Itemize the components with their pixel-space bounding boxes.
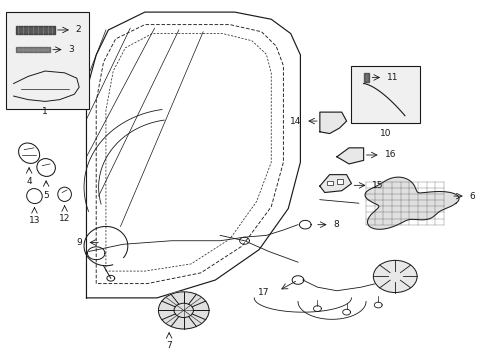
Text: 6: 6 — [468, 192, 474, 201]
Bar — [326, 181, 332, 185]
Text: 8: 8 — [333, 220, 339, 229]
Text: 15: 15 — [372, 181, 383, 190]
Text: 7: 7 — [166, 341, 172, 350]
Text: 9: 9 — [77, 238, 82, 247]
Text: 16: 16 — [384, 150, 395, 159]
Text: 1: 1 — [42, 107, 48, 116]
Bar — [336, 179, 342, 184]
Ellipse shape — [27, 189, 42, 203]
Polygon shape — [364, 177, 458, 229]
Polygon shape — [319, 175, 351, 193]
Ellipse shape — [19, 143, 40, 163]
Bar — [351, 66, 419, 123]
Text: 13: 13 — [29, 216, 40, 225]
Ellipse shape — [58, 187, 71, 202]
Text: 3: 3 — [68, 45, 74, 54]
Bar — [6, 12, 89, 109]
Text: 11: 11 — [386, 73, 398, 82]
Text: 17: 17 — [258, 288, 269, 297]
Circle shape — [158, 292, 208, 329]
Polygon shape — [319, 112, 346, 134]
Text: 5: 5 — [43, 191, 49, 200]
Polygon shape — [336, 148, 363, 164]
Text: 4: 4 — [26, 177, 32, 186]
Text: 10: 10 — [379, 129, 390, 138]
Text: 2: 2 — [75, 26, 81, 35]
Text: 14: 14 — [289, 117, 301, 126]
Ellipse shape — [37, 159, 55, 176]
Circle shape — [372, 260, 416, 293]
Text: 12: 12 — [59, 214, 70, 223]
